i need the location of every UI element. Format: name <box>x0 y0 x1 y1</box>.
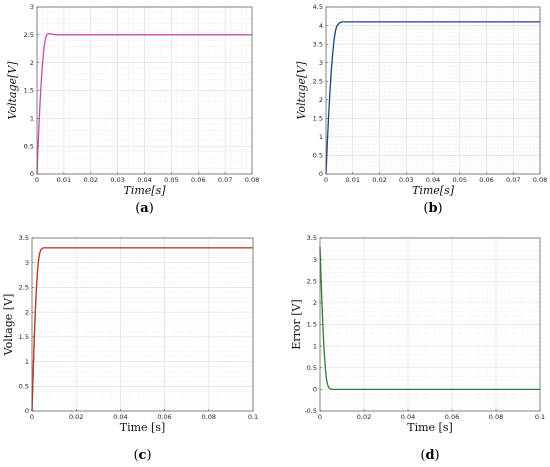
y-tick-label: 0 <box>30 170 34 178</box>
y-tick-label: -0.5 <box>304 407 317 415</box>
plot-area <box>32 238 253 411</box>
y-tick-label: 2 <box>30 59 34 67</box>
x-tick-label: 0.06 <box>191 176 205 184</box>
panel-d: 0 0.02 0.04 0.06 0.08 0.1-0.500.511.522.533.5… <box>290 234 545 463</box>
x-tick-label: 0.01 <box>57 176 71 184</box>
x-tick-label: 0.08 <box>489 413 503 421</box>
y-tick-label: 0 <box>313 386 317 394</box>
y-tick-label: 0.5 <box>24 142 34 150</box>
x-tick-label: 0 <box>324 176 328 184</box>
y-tick-label: 2 <box>25 308 29 316</box>
x-axis-label: Time [s] <box>407 421 453 434</box>
y-tick-label: 3.5 <box>19 234 29 242</box>
y-tick-label: 0.5 <box>313 152 323 160</box>
x-tick-label: 0.06 <box>479 176 493 184</box>
y-tick-label: 2.5 <box>313 77 323 85</box>
y-tick-label: 1 <box>313 342 317 350</box>
grid <box>31 237 254 412</box>
x-tick-label: 0.05 <box>164 176 178 184</box>
y-tick-label: 3 <box>319 59 323 67</box>
panel-caption: (a) <box>135 201 154 216</box>
y-tick-label: 0.5 <box>19 382 29 390</box>
series-line-2 <box>31 247 253 412</box>
x-tick-label: 0.07 <box>506 176 520 184</box>
y-tick-label: 4 <box>319 22 323 30</box>
y-tick-label: 2.5 <box>24 31 34 39</box>
y-tick-label: 3.5 <box>313 40 323 48</box>
y-tick-label: 0 <box>319 170 323 178</box>
x-tick-label: 0.02 <box>84 176 98 184</box>
x-tick-label: 0.1 <box>535 413 545 421</box>
x-tick-label: 0.08 <box>245 176 259 184</box>
y-tick-label: 1.5 <box>19 333 29 341</box>
panel-c: 0 0.02 0.04 0.06 0.08 0.1 0 0.5 1 1.5 2 2.5 3 3.5 Time… <box>2 234 258 463</box>
y-tick-label: 3 <box>25 259 29 267</box>
x-axis-label: Time [s] <box>120 421 166 434</box>
x-tick-label: 0.04 <box>426 176 440 184</box>
y-tick-label: 1 <box>25 358 29 366</box>
panel-a: 0 0.01 0.02 0.03 0.04 0.05 0.06 0.07 0.08 0 0.5 1 1.… <box>6 3 259 216</box>
y-tick-label: 3 <box>30 3 34 11</box>
x-tick-label: 0 <box>35 176 39 184</box>
panel-caption: (d) <box>420 448 439 463</box>
x-tick-label: 0.02 <box>372 176 386 184</box>
y-axis-label: Voltage [V] <box>2 294 15 357</box>
y-axis-label: Voltage[V] <box>6 61 19 120</box>
x-tick-label: 0.1 <box>248 413 258 421</box>
y-tick-label: 1 <box>319 133 323 141</box>
x-axis-label: Time[s] <box>123 184 166 197</box>
panel-caption: (b) <box>423 201 442 216</box>
grid <box>36 6 253 175</box>
x-tick-label: 0.04 <box>137 176 151 184</box>
y-axis-label: Voltage[V] <box>295 61 308 120</box>
x-tick-label: 0.01 <box>346 176 360 184</box>
x-tick-label: 0 <box>318 413 322 421</box>
series-line-1 <box>325 21 540 175</box>
x-axis-label: Time[s] <box>412 184 455 197</box>
y-tick-label: 2 <box>313 299 317 307</box>
series-line-1 <box>36 33 252 175</box>
x-tick-label: 0.04 <box>113 413 127 421</box>
x-tick-label: 0.03 <box>399 176 413 184</box>
x-tick-label: 0.08 <box>202 413 216 421</box>
y-tick-label: 4.5 <box>313 3 323 11</box>
y-tick-label: 1.5 <box>24 87 34 95</box>
x-tick-label: 0 <box>30 413 34 421</box>
y-axis-label: Error [V] <box>290 299 303 349</box>
y-tick-label: 1 <box>30 115 34 123</box>
y-tick-label: 1.5 <box>307 321 317 329</box>
y-tick-label: 3.5 <box>307 234 317 242</box>
grid <box>319 237 541 412</box>
y-tick-label: 2.5 <box>19 284 29 292</box>
axes-frame <box>31 237 254 412</box>
y-tick-label: 3 <box>313 256 317 264</box>
y-tick-label: 0.5 <box>307 364 317 372</box>
y-tick-label: 0 <box>25 407 29 415</box>
x-tick-label: 0.02 <box>357 413 371 421</box>
x-tick-label: 0.03 <box>110 176 124 184</box>
x-tick-label: 0.06 <box>157 413 171 421</box>
grid <box>325 6 541 175</box>
x-tick-label: 0.08 <box>533 176 547 184</box>
x-tick-label: 0.04 <box>401 413 415 421</box>
y-tick-label: 2 <box>319 96 323 104</box>
y-tick-label: 1.5 <box>313 115 323 123</box>
x-tick-label: 0.05 <box>453 176 467 184</box>
x-tick-label: 0.06 <box>445 413 459 421</box>
series-line-1 <box>319 246 540 391</box>
x-tick-label: 0.07 <box>218 176 232 184</box>
panel-b: 0 0.01 0.02 0.03 0.04 0.05 0.06 0.07 0.08 0 0.5 1 1.… <box>295 3 547 216</box>
y-tick-label: 2.5 <box>307 277 317 285</box>
panel-caption: (c) <box>133 448 151 463</box>
x-tick-label: 0.02 <box>69 413 83 421</box>
